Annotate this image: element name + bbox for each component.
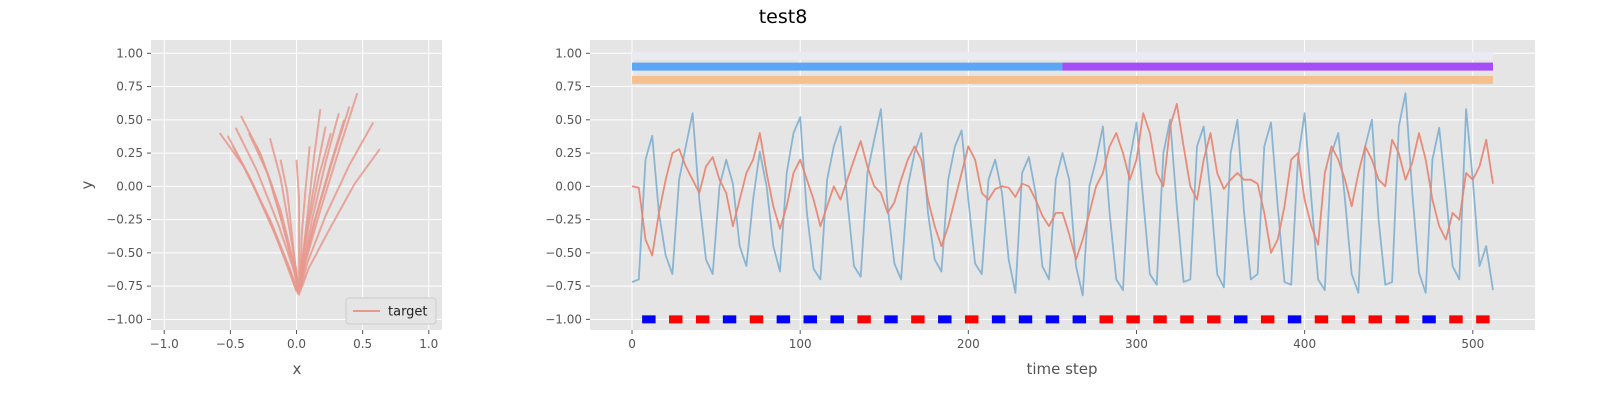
event-marker-red <box>1260 315 1275 324</box>
trajectory-stroke <box>298 119 346 296</box>
time-series-lines <box>631 92 1494 297</box>
time-series-plot-area <box>590 40 1535 330</box>
y-tick-label: 1.00 <box>116 46 143 60</box>
event-marker-red <box>1368 315 1382 324</box>
legend-entry-target: target <box>388 305 428 320</box>
event-marker-blue <box>1045 315 1060 324</box>
y-tick-label: 0.25 <box>116 146 143 160</box>
y-tick-label: −0.25 <box>545 213 582 227</box>
x-tick-label: −0.5 <box>216 337 245 351</box>
event-marker-blue <box>642 315 656 324</box>
x-tick-label: 0.5 <box>353 337 372 351</box>
y-tick-label: −1.00 <box>545 312 582 326</box>
event-marker-red <box>749 315 764 324</box>
event-marker-red <box>1476 315 1490 324</box>
event-marker-red <box>669 315 683 324</box>
trajectory-stroke <box>296 126 327 295</box>
x-tick-label: 200 <box>957 337 980 351</box>
y-tick-label: −0.75 <box>106 279 143 293</box>
y-tick-label: −0.75 <box>545 279 582 293</box>
trajectory-legend: target <box>345 297 437 325</box>
y-tick-label: 0.25 <box>555 146 582 160</box>
event-marker-red <box>1395 315 1409 324</box>
time-series-y-ticks: −1.00 −0.75 −0.50 −0.25 0.00 0.25 0.50 0.75 1.00 <box>545 46 590 326</box>
time-series-line-1 <box>631 92 1494 297</box>
trajectory-y-ticks: −1.00 −0.75 −0.50 −0.25 0.00 0.25 0.50 0.75 1.00 <box>106 46 151 326</box>
y-tick-label: 0.50 <box>116 113 143 127</box>
trajectory-x-ticks: −1.0 −0.5 0.0 0.5 1.0 <box>150 330 438 351</box>
event-marker-blue <box>803 315 818 324</box>
event-marker-blue <box>830 315 844 324</box>
y-tick-label: −0.50 <box>545 246 582 260</box>
event-marker-blue <box>1234 315 1248 324</box>
event-marker-red <box>911 315 925 324</box>
event-marker-red <box>1449 315 1463 324</box>
condition-band-segment <box>632 62 1063 71</box>
event-marker-blue <box>722 315 737 324</box>
y-tick-label: 0.75 <box>116 80 143 94</box>
y-tick-label: 0.75 <box>555 80 582 94</box>
trajectory-stroke <box>232 145 298 292</box>
y-tick-label: −1.00 <box>106 312 143 326</box>
event-marker-red <box>857 315 871 324</box>
trajectory-stroke <box>300 148 381 288</box>
x-tick-label: 100 <box>789 337 812 351</box>
event-marker-blue <box>991 315 1006 324</box>
time-series-x-ticks: 0 100 200 300 400 500 <box>628 330 1484 351</box>
condition-band-segment <box>632 51 1493 60</box>
event-marker-red <box>1180 315 1194 324</box>
time-series-event-markers <box>642 315 1490 324</box>
trajectory-stroke <box>279 159 301 293</box>
trajectory-x-label: x <box>293 360 302 378</box>
time-series-line-2 <box>631 103 1494 261</box>
x-tick-label: 0.0 <box>287 337 306 351</box>
event-marker-blue <box>884 315 898 324</box>
condition-band-segment <box>632 75 1493 84</box>
event-marker-red <box>1341 315 1356 324</box>
event-marker-red <box>1153 315 1167 324</box>
x-tick-label: −1.0 <box>150 337 179 351</box>
x-tick-label: 0 <box>628 337 636 351</box>
time-series-x-label: time step <box>1026 360 1097 378</box>
y-tick-label: 1.00 <box>555 46 582 60</box>
event-marker-blue <box>1072 315 1087 324</box>
y-tick-label: 0.00 <box>116 179 143 193</box>
y-tick-label: −0.50 <box>106 246 143 260</box>
trajectory-panel: −1.0 −0.5 0.0 0.5 1.0 −1.00 −0.75 −0.50 −0.25 0.… <box>78 40 442 378</box>
trajectory-y-label: y <box>78 180 96 189</box>
time-series-bands <box>632 51 1493 84</box>
event-marker-red <box>964 315 979 324</box>
event-marker-red <box>1099 315 1113 324</box>
event-marker-blue <box>1018 315 1033 324</box>
event-marker-red <box>695 315 710 324</box>
x-tick-label: 300 <box>1125 337 1148 351</box>
event-marker-blue <box>1422 315 1436 324</box>
event-marker-red <box>1126 315 1140 324</box>
trajectory-lines <box>218 92 381 296</box>
event-marker-red <box>1207 315 1221 324</box>
y-tick-label: 0.00 <box>555 179 582 193</box>
legend-box <box>345 297 437 325</box>
condition-band-segment <box>1062 62 1493 71</box>
event-marker-blue <box>776 315 791 324</box>
figure-title: test8 <box>759 6 808 28</box>
time-series-panel: 0 100 200 300 400 500 −1.00 −0.75 −0.50 −0.25 0.0… <box>545 40 1535 378</box>
x-tick-label: 400 <box>1293 337 1316 351</box>
event-marker-blue <box>938 315 952 324</box>
y-tick-label: 0.50 <box>555 113 582 127</box>
event-marker-blue <box>1287 315 1302 324</box>
x-tick-label: 1.0 <box>419 337 438 351</box>
trajectory-grid <box>151 40 442 330</box>
trajectory-stroke <box>299 122 375 290</box>
event-marker-red <box>1314 315 1329 324</box>
x-tick-label: 500 <box>1461 337 1484 351</box>
y-tick-label: −0.25 <box>106 213 143 227</box>
